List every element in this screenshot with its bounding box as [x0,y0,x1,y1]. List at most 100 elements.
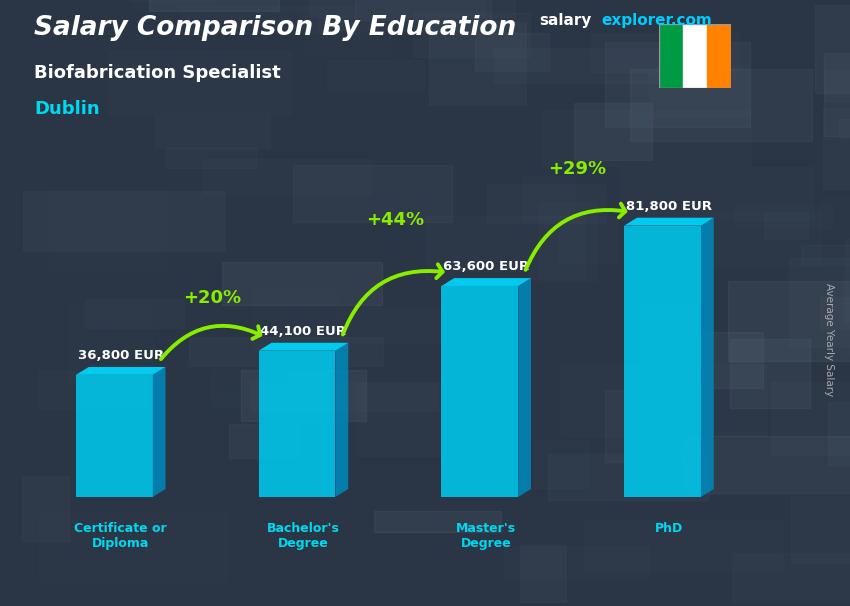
Text: Master's
Degree: Master's Degree [456,522,516,550]
Bar [357,382,460,456]
Bar [585,521,784,571]
Bar [39,512,227,581]
Bar [790,496,850,564]
Bar [251,382,438,410]
Text: +44%: +44% [366,211,424,229]
Bar [327,60,423,90]
Bar [474,33,549,71]
Bar [581,483,677,563]
Bar [520,545,566,602]
Bar [252,289,338,351]
Bar [824,70,850,102]
Bar [707,24,731,88]
Bar [649,65,751,117]
Bar [824,53,850,136]
Polygon shape [518,278,531,497]
Text: Dublin: Dublin [34,100,99,118]
Polygon shape [76,367,166,375]
Bar [559,217,617,262]
Bar [241,370,366,421]
Bar [149,0,279,11]
Bar [222,262,382,305]
Bar [23,191,225,251]
Bar [772,382,850,455]
Bar [132,0,317,11]
Text: PhD: PhD [654,522,683,535]
Bar [828,402,850,465]
Bar [842,281,850,356]
Text: Bachelor's
Degree: Bachelor's Degree [267,522,340,550]
Bar [630,68,813,141]
Bar [287,318,346,378]
Bar [49,190,167,273]
Bar [734,205,832,228]
Text: 36,800 EUR: 36,800 EUR [77,349,164,362]
Bar [21,476,70,541]
Bar [700,331,763,388]
Bar [647,211,820,266]
Bar [839,119,850,138]
Polygon shape [441,278,531,286]
Bar [820,198,850,238]
Bar [659,24,683,88]
Text: Biofabrication Specialist: Biofabrication Specialist [34,64,280,82]
Bar [374,511,501,532]
Bar [69,305,152,382]
Bar [728,281,850,361]
Bar [575,103,653,161]
Polygon shape [258,351,336,497]
Bar [229,424,300,458]
Bar [683,24,707,88]
Bar [591,33,740,73]
Bar [820,296,850,329]
Polygon shape [258,343,348,351]
Text: salary: salary [540,13,592,28]
Bar [604,42,751,127]
Bar [534,441,588,488]
Bar [155,115,269,148]
Bar [561,365,766,436]
Text: 81,800 EUR: 81,800 EUR [626,200,712,213]
Bar [293,165,451,222]
Bar [548,454,708,501]
Bar [824,108,850,189]
Bar [764,213,807,239]
Bar [640,303,697,378]
Text: +20%: +20% [183,288,241,307]
Bar [683,436,850,493]
Text: +29%: +29% [548,161,607,178]
Bar [190,337,383,365]
Bar [541,110,751,166]
Bar [176,395,255,440]
Bar [429,22,526,105]
Polygon shape [441,286,518,497]
Bar [339,307,508,343]
Text: Average Yearly Salary: Average Yearly Salary [824,283,834,396]
Bar [801,245,850,265]
Bar [303,0,392,56]
Bar [789,258,850,347]
Bar [110,51,292,115]
Bar [487,184,606,223]
Bar [503,547,649,578]
Bar [620,167,813,219]
Bar [524,176,574,221]
Bar [426,216,585,279]
Bar [181,6,356,33]
Bar [319,0,485,30]
Bar [203,159,371,194]
Polygon shape [624,225,701,497]
Bar [38,371,147,409]
Polygon shape [701,218,714,497]
Bar [815,5,850,93]
Polygon shape [336,343,348,497]
Bar [846,239,850,321]
Bar [212,369,328,406]
Bar [732,553,850,602]
Text: Salary Comparison By Education: Salary Comparison By Education [34,15,516,41]
Polygon shape [76,375,153,497]
Text: 63,600 EUR: 63,600 EUR [443,261,530,273]
Polygon shape [153,367,166,497]
Bar [166,148,256,168]
Text: 44,100 EUR: 44,100 EUR [260,325,347,338]
